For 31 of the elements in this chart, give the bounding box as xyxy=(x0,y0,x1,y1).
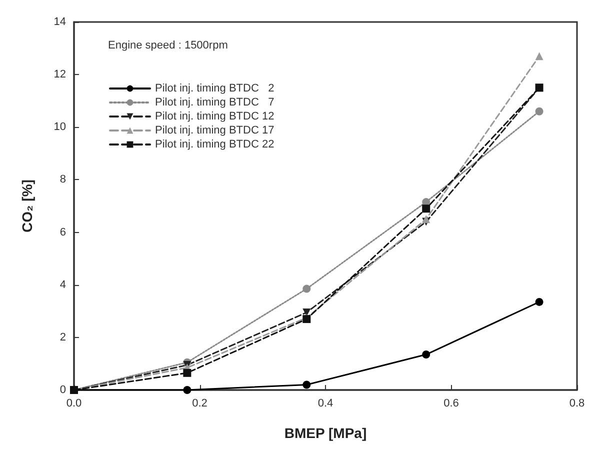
x-tick-label: 0.6 xyxy=(444,398,459,410)
y-tick-label: 14 xyxy=(54,16,66,28)
y-tick-label: 6 xyxy=(60,226,66,238)
point xyxy=(422,204,430,213)
x-tick-label: 0.2 xyxy=(192,398,208,410)
point xyxy=(535,107,544,116)
point xyxy=(183,386,192,394)
x-tick-label: 0.8 xyxy=(569,398,585,410)
point xyxy=(302,284,311,293)
point xyxy=(422,350,430,359)
point xyxy=(535,298,544,306)
y-tick-label: 10 xyxy=(54,121,66,134)
annotation: Engine speed : 1500rpm xyxy=(108,40,228,52)
point xyxy=(422,215,430,224)
y-tick-label: 12 xyxy=(54,68,66,81)
y-tick-label: 2 xyxy=(60,331,66,344)
y-tick-label: 0 xyxy=(60,384,66,396)
legend-label: Pilot inj. timing BTDC 17 xyxy=(155,124,274,136)
point xyxy=(183,368,192,377)
x-tick-label: 0.4 xyxy=(318,398,334,410)
x-tick-label: 0.0 xyxy=(66,398,82,410)
legend-label: Pilot inj. timing BTDC 7 xyxy=(155,96,274,108)
legend-label: Pilot inj. timing BTDC 12 xyxy=(155,110,274,122)
point xyxy=(535,52,544,60)
legend-label: Pilot inj. timing BTDC 2 xyxy=(155,82,274,94)
y-tick-label: 8 xyxy=(60,174,66,186)
point xyxy=(302,380,311,389)
x-axis-title: BMEP [MPa] xyxy=(284,425,367,441)
y-axis-title: CO₂ [%] xyxy=(19,180,35,232)
y-tick-label: 4 xyxy=(60,278,66,291)
legend-label: Pilot inj. timing BTDC 22 xyxy=(155,138,274,150)
